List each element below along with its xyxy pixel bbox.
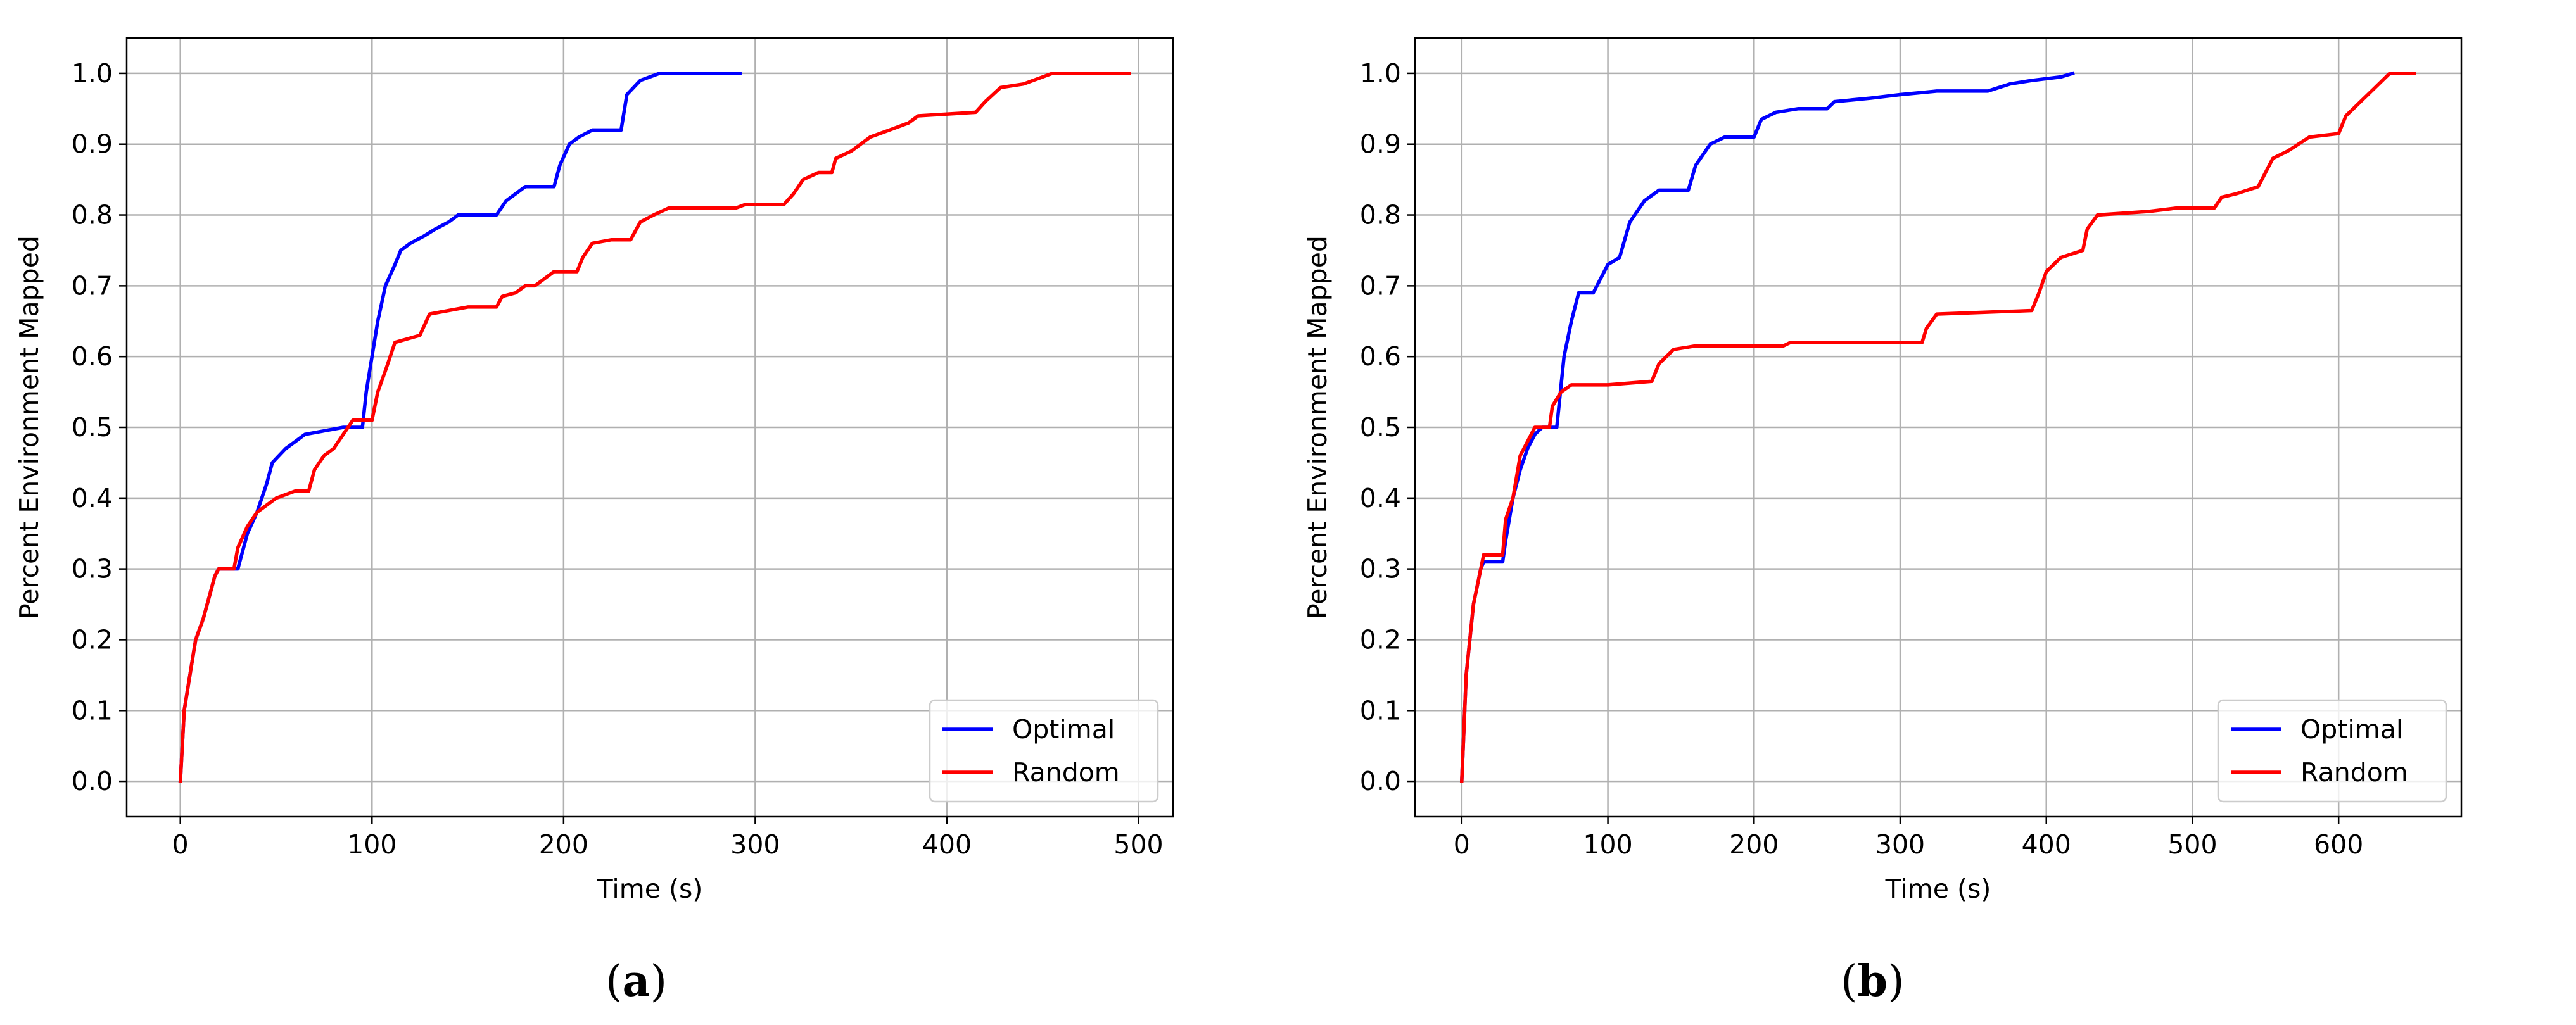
plot-frame bbox=[125, 37, 1174, 818]
line-chart-b: 0 100 200 300 400 500 600 0.0 0.1 0.2 0.3 0.4 0.5 0.6… bbox=[1302, 37, 2463, 904]
y-tick-label: 0.2 bbox=[72, 624, 113, 655]
y-tick-label: 0.5 bbox=[72, 412, 113, 443]
line-chart-a: 0 100 200 300 400 500 0.0 0.1 0.2 0.3 0.4 0.5 0.6 0.7… bbox=[14, 37, 1174, 904]
y-tick-label: 0.6 bbox=[72, 341, 113, 372]
y-tick-label: 1.0 bbox=[1360, 58, 1401, 89]
chart-panel-b: 0 100 200 300 400 500 600 0.0 0.1 0.2 0.3 0.4 0.5 0.6… bbox=[1288, 0, 2576, 1025]
legend-label-random: Random bbox=[2300, 757, 2408, 788]
x-tick-label: 600 bbox=[2314, 829, 2363, 860]
x-tick-label: 200 bbox=[539, 829, 588, 860]
y-tick-label: 0.8 bbox=[1360, 200, 1401, 230]
y-tick-label: 1.0 bbox=[72, 58, 113, 89]
y-tick-label: 0.5 bbox=[1360, 412, 1401, 443]
legend: Optimal Random bbox=[929, 699, 1159, 803]
legend-label-optimal: Optimal bbox=[1012, 714, 1115, 745]
chart-panel-a: 0 100 200 300 400 500 0.0 0.1 0.2 0.3 0.4 0.5 0.6 0.7… bbox=[14, 37, 1174, 1007]
grid-b bbox=[1415, 38, 2461, 817]
y-tick-label: 0.6 bbox=[1360, 341, 1401, 372]
panel-caption-a: (a) bbox=[606, 956, 668, 1007]
y-tick-label: 0.1 bbox=[72, 695, 113, 726]
x-axis-label: Time (s) bbox=[1885, 874, 1991, 904]
legend: Optimal Random bbox=[2217, 699, 2447, 803]
panel-caption-b: (b) bbox=[1841, 956, 1905, 1007]
legend-label-random: Random bbox=[1012, 757, 1120, 788]
y-tick-label: 0.7 bbox=[1360, 270, 1401, 301]
y-tick-label: 0.9 bbox=[1360, 129, 1401, 160]
x-tick-label: 300 bbox=[730, 829, 780, 860]
x-tick-label: 200 bbox=[1729, 829, 1779, 860]
y-axis-label: Percent Environment Mapped bbox=[1302, 236, 1333, 619]
y-tick-label: 0.3 bbox=[72, 554, 113, 584]
y-tick-label: 0.0 bbox=[72, 766, 113, 796]
x-tick-label: 500 bbox=[2167, 829, 2217, 860]
x-tick-label: 400 bbox=[2022, 829, 2071, 860]
x-axis-label: Time (s) bbox=[597, 874, 703, 904]
y-tick-label: 0.4 bbox=[1360, 483, 1401, 513]
x-tick-label: 100 bbox=[1583, 829, 1632, 860]
x-tick-label: 0 bbox=[1454, 829, 1470, 860]
plot-frame bbox=[1414, 37, 2463, 818]
y-tick-label: 0.7 bbox=[72, 270, 113, 301]
series-line-random bbox=[178, 72, 1131, 783]
y-tick-label: 0.8 bbox=[72, 200, 113, 230]
series-line-optimal bbox=[1459, 71, 2075, 783]
legend-label-optimal: Optimal bbox=[2300, 714, 2403, 745]
x-tick-label: 300 bbox=[1875, 829, 1925, 860]
y-tick-label: 0.1 bbox=[1360, 695, 1401, 726]
y-axis-label: Percent Environment Mapped bbox=[14, 236, 44, 619]
legend-box bbox=[2217, 699, 2447, 803]
grid-a bbox=[127, 38, 1173, 817]
series-line-random bbox=[1459, 72, 2416, 783]
x-tick-label: 400 bbox=[922, 829, 972, 860]
y-tick-label: 0.2 bbox=[1360, 624, 1401, 655]
y-tick-label: 0.3 bbox=[1360, 554, 1401, 584]
legend-box bbox=[929, 699, 1159, 803]
x-tick-label: 100 bbox=[347, 829, 397, 860]
y-tick-label: 0.0 bbox=[1360, 766, 1401, 796]
y-tick-label: 0.4 bbox=[72, 483, 113, 513]
y-tick-label: 0.9 bbox=[72, 129, 113, 160]
x-tick-label: 0 bbox=[172, 829, 189, 860]
x-tick-label: 500 bbox=[1114, 829, 1163, 860]
